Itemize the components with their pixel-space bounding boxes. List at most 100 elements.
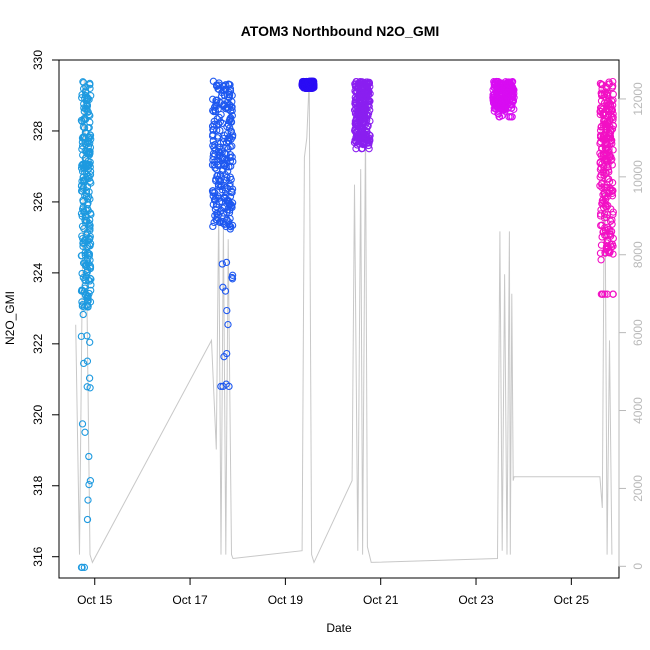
data-point xyxy=(80,563,89,572)
data-point xyxy=(362,132,371,140)
data-point xyxy=(215,175,223,183)
data-point xyxy=(224,121,233,129)
data-point xyxy=(81,134,90,143)
data-point xyxy=(82,206,90,214)
data-point xyxy=(80,359,88,368)
data-point xyxy=(224,320,232,329)
data-point xyxy=(214,105,222,113)
data-point xyxy=(609,210,617,219)
data-point xyxy=(81,235,89,244)
data-point xyxy=(86,226,94,234)
data-point xyxy=(79,310,87,319)
data-point xyxy=(226,151,235,159)
data-point xyxy=(364,95,372,103)
data-point xyxy=(78,94,86,102)
data-point xyxy=(82,102,91,111)
data-point xyxy=(357,124,365,133)
data-point xyxy=(601,231,609,239)
data-point xyxy=(604,120,612,128)
data-point xyxy=(609,96,617,104)
data-point xyxy=(359,88,367,96)
data-point xyxy=(84,150,92,158)
data-point xyxy=(82,268,91,277)
series-4 xyxy=(350,77,374,153)
x-tick-label: Oct 23 xyxy=(458,593,494,607)
data-point xyxy=(214,160,222,168)
altitude-trace xyxy=(75,79,613,564)
data-point xyxy=(81,284,89,292)
data-point xyxy=(78,252,86,260)
x-axis: Oct 15 Oct 17 Oct 19 Oct 21 Oct 23 Oct 25 xyxy=(77,577,589,607)
data-point xyxy=(220,100,228,108)
data-point xyxy=(361,118,369,126)
data-point xyxy=(596,182,604,190)
data-point xyxy=(213,102,221,110)
data-point xyxy=(597,221,605,230)
data-point xyxy=(228,271,237,279)
data-point xyxy=(209,125,217,134)
data-point xyxy=(212,96,220,105)
data-point xyxy=(604,101,613,109)
data-point xyxy=(354,134,362,142)
data-point xyxy=(504,88,512,97)
data-point xyxy=(87,275,95,283)
data-point xyxy=(601,139,610,147)
data-point xyxy=(226,182,234,191)
data-point xyxy=(86,195,94,203)
data-point xyxy=(222,104,230,113)
data-point xyxy=(214,147,223,156)
data-point xyxy=(359,123,367,131)
data-point xyxy=(86,133,94,141)
data-point xyxy=(208,187,217,195)
data-point xyxy=(360,93,369,101)
data-point xyxy=(223,216,231,225)
data-point xyxy=(78,222,87,230)
data-point xyxy=(217,92,226,100)
data-point xyxy=(351,83,360,91)
data-point xyxy=(602,195,610,203)
y-right-tick-label: 0 xyxy=(631,563,645,570)
data-point xyxy=(218,154,226,162)
data-point xyxy=(603,239,611,247)
y-right-tick-label: 6000 xyxy=(631,319,645,346)
data-point xyxy=(597,256,605,264)
data-point xyxy=(228,188,236,197)
data-point xyxy=(352,96,360,104)
data-point xyxy=(77,164,86,172)
data-point xyxy=(214,143,222,151)
data-point xyxy=(86,384,94,392)
data-point xyxy=(228,275,237,283)
data-point xyxy=(78,420,87,428)
data-point xyxy=(86,111,94,120)
data-point xyxy=(85,161,93,169)
data-point xyxy=(495,113,504,121)
data-point xyxy=(222,81,230,89)
y-left-tick-label: 324 xyxy=(31,263,45,283)
data-point xyxy=(85,95,93,104)
y-right-tick-label: 12000 xyxy=(631,82,645,116)
data-point xyxy=(220,176,228,184)
data-point xyxy=(77,182,86,190)
data-point xyxy=(84,199,92,207)
series-5 xyxy=(489,77,518,121)
data-point xyxy=(213,216,221,224)
data-point xyxy=(83,515,92,524)
data-point xyxy=(209,130,217,139)
data-point xyxy=(225,218,233,226)
data-point xyxy=(84,303,92,311)
altitude-line xyxy=(75,79,613,564)
data-point xyxy=(489,86,497,94)
data-point xyxy=(599,290,607,298)
data-point xyxy=(221,187,230,195)
data-point xyxy=(603,203,611,211)
data-point xyxy=(227,175,235,184)
data-point xyxy=(356,109,365,117)
data-point xyxy=(598,81,607,89)
data-point xyxy=(85,241,94,249)
series-1 xyxy=(77,78,95,572)
data-point xyxy=(87,92,95,100)
data-point xyxy=(359,134,367,142)
data-point xyxy=(601,290,609,298)
data-point xyxy=(86,216,94,224)
